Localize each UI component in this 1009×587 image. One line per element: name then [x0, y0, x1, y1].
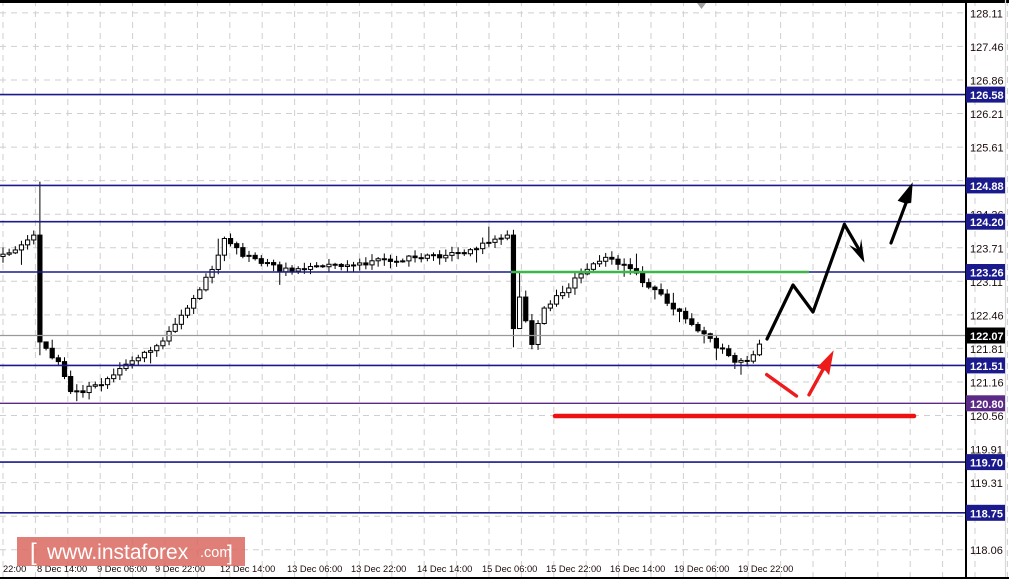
- svg-text:122.07: 122.07: [970, 331, 1004, 343]
- svg-text:13 Dec 06:00: 13 Dec 06:00: [287, 564, 342, 574]
- svg-text:15 Dec 22:00: 15 Dec 22:00: [546, 564, 601, 574]
- svg-text:124.20: 124.20: [970, 217, 1004, 229]
- svg-text:[: [: [30, 539, 37, 566]
- svg-text:19 Dec 22:00: 19 Dec 22:00: [738, 564, 793, 574]
- svg-text:123.71: 123.71: [970, 243, 1004, 255]
- svg-text:127.46: 127.46: [970, 42, 1004, 54]
- svg-text:126.21: 126.21: [970, 109, 1004, 121]
- svg-text:16 Dec 14:00: 16 Dec 14:00: [610, 564, 665, 574]
- svg-text:120.56: 120.56: [970, 411, 1004, 423]
- svg-text:118.75: 118.75: [970, 508, 1003, 520]
- svg-text:14 Dec 14:00: 14 Dec 14:00: [417, 564, 472, 574]
- svg-text:19 Dec 06:00: 19 Dec 06:00: [674, 564, 729, 574]
- svg-text:119.70: 119.70: [970, 458, 1003, 470]
- svg-text:]: ]: [227, 542, 233, 565]
- svg-text:128.11: 128.11: [970, 8, 1003, 20]
- svg-text:119.31: 119.31: [970, 478, 1003, 490]
- svg-text:123.26: 123.26: [970, 268, 1004, 280]
- svg-text:124.88: 124.88: [970, 181, 1004, 193]
- svg-text:122.46: 122.46: [970, 310, 1004, 322]
- svg-text:13 Dec 22:00: 13 Dec 22:00: [351, 564, 406, 574]
- svg-text:15 Dec 06:00: 15 Dec 06:00: [482, 564, 537, 574]
- svg-text:121.16: 121.16: [970, 378, 1004, 390]
- svg-text:www.instaforex: www.instaforex: [46, 541, 189, 564]
- svg-text:126.86: 126.86: [970, 76, 1004, 88]
- svg-text:118.06: 118.06: [970, 545, 1003, 557]
- svg-text:120.80: 120.80: [970, 399, 1004, 411]
- svg-text:121.81: 121.81: [970, 344, 1004, 356]
- svg-text:125.61: 125.61: [970, 143, 1004, 155]
- svg-text:126.58: 126.58: [970, 90, 1004, 102]
- svg-text:121.51: 121.51: [970, 361, 1004, 373]
